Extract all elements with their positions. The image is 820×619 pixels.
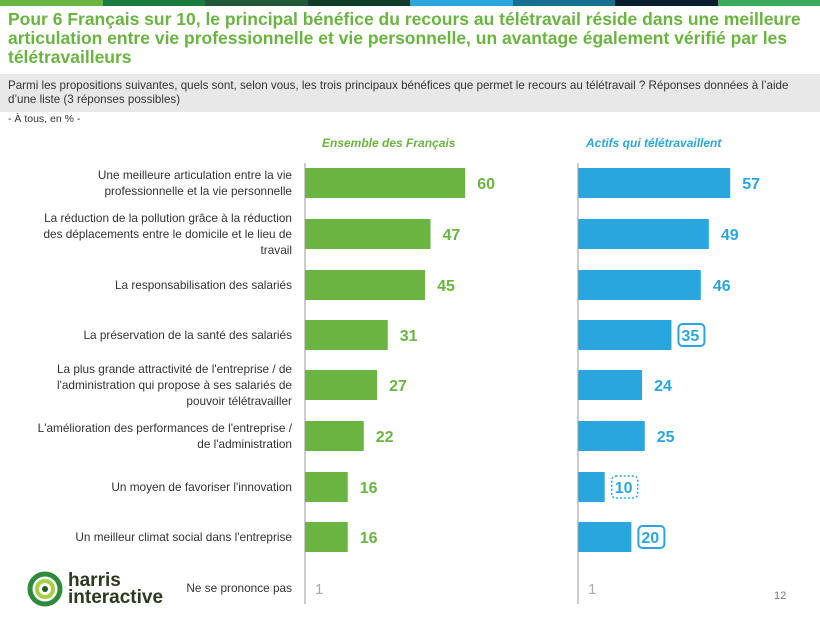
value-label: 46 <box>713 278 731 295</box>
brand-line2: interactive <box>68 587 164 608</box>
topbar-segment <box>102 0 205 6</box>
category-label: L'amélioration des performances de l'ent… <box>38 421 293 451</box>
bar-actifs <box>578 522 632 552</box>
value-label: 35 <box>681 328 699 345</box>
question-box <box>0 74 820 112</box>
value-highlight-box <box>677 323 706 347</box>
category-label: La plus grande attractivité de l'entrepr… <box>57 362 292 408</box>
column-header-ensemble: Ensemble des Français <box>322 136 456 150</box>
category-label-line: Un meilleur climat social dans l'entrepr… <box>75 530 292 544</box>
category-label: La réduction de la pollution grâce à la … <box>43 211 292 257</box>
bar-ensemble <box>305 472 348 502</box>
value-label: 16 <box>360 530 378 547</box>
category-label: La préservation de la santé des salariés <box>83 328 292 342</box>
logo-ring-outer <box>27 571 63 607</box>
bar-actifs <box>578 421 645 451</box>
topbar-segment <box>205 0 308 6</box>
no-opinion-label: Ne se prononce pas <box>186 581 292 595</box>
topbar-segment <box>512 0 615 6</box>
brand-line1: harris <box>68 570 121 591</box>
bar-actifs <box>578 270 701 300</box>
value-label: 49 <box>721 227 739 244</box>
category-label: La responsabilisation des salariés <box>115 278 292 292</box>
category-label-line: Une meilleure articulation entre la vie <box>98 168 293 182</box>
value-label: 25 <box>657 429 675 446</box>
category-label-line: La plus grande attractivité de l'entrepr… <box>57 362 292 376</box>
bar-ensemble <box>305 168 466 198</box>
bar-ensemble <box>305 370 378 400</box>
column-header-actifs: Actifs qui télétravaillent <box>586 136 722 150</box>
no-opinion-value: 1 <box>315 581 323 598</box>
value-label: 57 <box>742 176 760 193</box>
slide-title: Pour 6 Français sur 10, le principal bén… <box>8 9 801 67</box>
value-highlight-box <box>637 525 666 549</box>
category-label-line: travail <box>261 243 292 257</box>
category-label-line: professionnelle et la vie personnelle <box>104 184 292 198</box>
bar-actifs <box>578 370 643 400</box>
bar-ensemble <box>305 219 431 249</box>
category-label-line: Un moyen de favoriser l'innovation <box>111 480 292 494</box>
value-label: 24 <box>654 378 672 395</box>
topbar-segment <box>717 0 820 6</box>
bar-ensemble <box>305 522 348 552</box>
value-label: 20 <box>641 530 659 547</box>
value-label: 22 <box>376 429 394 446</box>
category-label-line: La réduction de la pollution grâce à la … <box>44 211 292 225</box>
value-highlight-box <box>610 475 639 499</box>
category-label-line: La préservation de la santé des salariés <box>83 328 292 342</box>
category-label: Un moyen de favoriser l'innovation <box>111 480 292 494</box>
bar-ensemble <box>305 270 426 300</box>
category-label-line: l'administration qui propose à ses salar… <box>57 378 292 392</box>
bar-ensemble <box>305 320 388 350</box>
value-label: 60 <box>477 176 495 193</box>
top-color-bar <box>0 0 820 6</box>
value-label: 27 <box>389 378 407 395</box>
topbar-segment <box>410 0 513 6</box>
topbar-segment <box>615 0 718 6</box>
page-number: 12 <box>774 590 787 602</box>
bar-ensemble <box>305 421 364 451</box>
category-label: Un meilleur climat social dans l'entrepr… <box>75 530 292 544</box>
no-opinion-value: 1 <box>588 581 596 598</box>
harris-logo <box>27 571 63 607</box>
value-label: 16 <box>360 480 378 497</box>
bar-actifs <box>578 168 731 198</box>
value-label: 47 <box>442 227 460 244</box>
category-label-line: pouvoir télétravailler <box>186 394 292 408</box>
base-note: - À tous, en % - <box>8 113 81 125</box>
category-label-line: de l'administration <box>197 437 292 451</box>
category-label: Une meilleure articulation entre la vie p… <box>98 168 293 198</box>
logo-core <box>42 586 48 592</box>
value-label: 31 <box>400 328 418 345</box>
question-text: Parmi les propositions suivantes, quels … <box>8 79 789 106</box>
topbar-segment <box>307 0 410 6</box>
topbar-segment <box>0 0 103 6</box>
category-label-line: La responsabilisation des salariés <box>115 278 292 292</box>
category-label-line: des déplacements entre le domicile et le… <box>43 227 292 241</box>
bar-actifs <box>578 320 672 350</box>
value-label: 10 <box>615 480 633 497</box>
brand-name: harris interactive <box>68 570 164 608</box>
category-label-line: L'amélioration des performances de l'ent… <box>38 421 293 435</box>
value-label: 45 <box>437 278 455 295</box>
bar-actifs <box>578 219 709 249</box>
logo-ring-inner <box>35 579 55 599</box>
bar-actifs <box>578 472 605 502</box>
